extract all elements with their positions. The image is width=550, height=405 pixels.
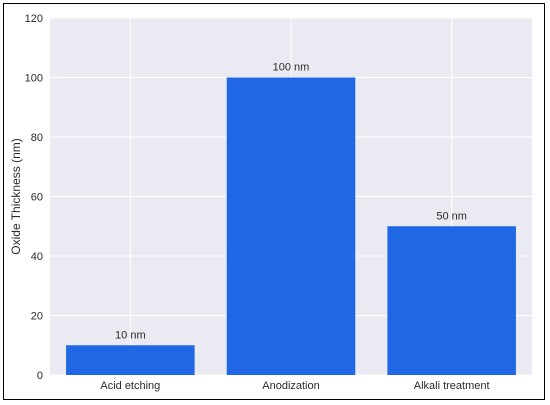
bar-value-label: 10 nm	[115, 329, 146, 341]
bar-acid-etching	[66, 345, 195, 375]
x-tick-label: Acid etching	[100, 380, 160, 392]
x-tick-label: Alkali treatment	[414, 380, 490, 392]
y-tick-label: 80	[31, 132, 43, 144]
bar-value-label: 50 nm	[436, 210, 467, 222]
bar-anodization	[226, 77, 356, 375]
data-labels: 10 nm 100 nm 50 nm	[115, 62, 467, 342]
bar-value-label: 100 nm	[273, 62, 310, 74]
y-tick-label: 100	[25, 73, 43, 85]
x-tick-label: Anodization	[262, 380, 320, 392]
x-axis-ticks: Acid etching Anodization Alkali treatment	[100, 380, 489, 392]
y-tick-label: 60	[31, 192, 43, 204]
y-tick-label: 40	[31, 251, 43, 263]
y-tick-label: 0	[37, 370, 43, 382]
y-axis-ticks: 0 20 40 60 80 100 120	[25, 13, 43, 382]
bars	[66, 77, 516, 375]
bar-alkali-treatment	[387, 226, 516, 375]
y-tick-label: 20	[31, 311, 43, 323]
y-axis-label: Oxide Thickness (nm)	[9, 138, 23, 254]
y-tick-label: 120	[25, 13, 43, 25]
